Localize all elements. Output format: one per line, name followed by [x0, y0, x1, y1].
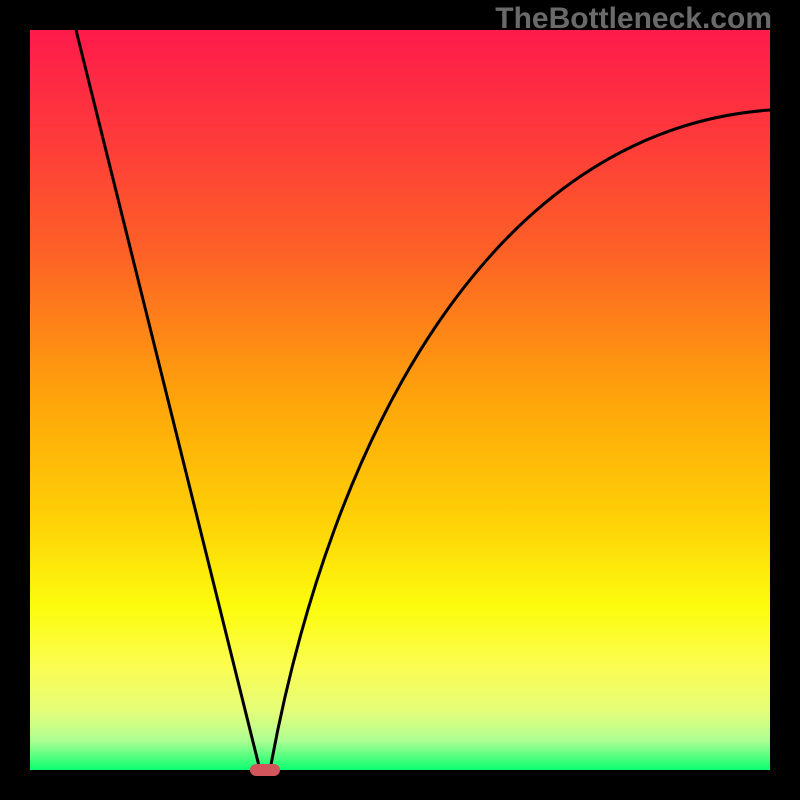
valley-marker	[250, 764, 280, 776]
chart-container: { "canvas": { "width": 800, "height": 80…	[0, 0, 800, 800]
chart-svg-layer	[0, 0, 800, 800]
bottleneck-curve	[76, 30, 770, 770]
